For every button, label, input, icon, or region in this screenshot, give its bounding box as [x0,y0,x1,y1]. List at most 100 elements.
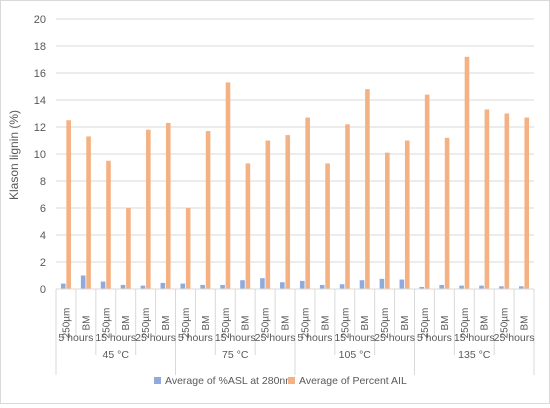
bar-asl [399,279,405,289]
bar-ail [365,89,370,289]
y-tick-label: 20 [34,14,46,26]
bar-ail [305,117,310,289]
legend-label-ail: Average of Percent AIL [299,375,407,387]
x-tick-treatment-label: 250µm [420,308,431,339]
bar-asl [479,285,484,289]
bar-asl [339,284,345,289]
y-tick-label: 16 [34,68,46,80]
x-tick-treatment-label: 250µm [61,308,72,339]
bar-asl [499,286,504,289]
y-tick-label: 0 [40,284,46,296]
bar-asl [80,275,86,289]
bar-asl [459,285,464,289]
x-tick-time-label: 25 hours [494,332,535,344]
gridlines [56,18,534,290]
bar-ail [185,208,191,289]
bar-ail [325,163,330,289]
x-tick-treatment-label: BM [400,316,411,331]
x-tick-temperature-label: 105 °C [339,349,372,361]
x-tick-time-label: 25 hours [255,332,296,344]
bar-asl [379,278,385,289]
bar-asl [160,282,166,289]
bar-ail [106,160,111,289]
bar-ail [504,113,510,289]
x-tick-treatment-label: 250µm [141,308,152,339]
bar-asl [180,283,186,289]
x-tick-time-label: 5 hours [297,332,332,344]
bar-ail [285,135,291,289]
x-tick-treatment-label: 250µm [300,308,311,339]
bar-ail [165,122,171,289]
x-tick-treatment-label: BM [241,316,252,331]
y-tick-label: 4 [40,230,46,242]
bar-ail [524,117,530,289]
x-tick-time-label: 15 hours [95,332,136,344]
legend-label-asl: Average of %ASL at 280nm [165,375,294,387]
bar-asl [140,285,146,289]
bar-ail [126,208,131,289]
bar-asl [439,284,444,289]
y-tick-label: 14 [34,95,46,107]
x-tick-time-label: 25 hours [135,332,176,344]
y-tick-label: 8 [40,176,46,188]
x-tick-treatment-label: BM [281,316,292,331]
x-tick-treatment-label: BM [520,316,531,331]
bar-asl [200,284,205,289]
bar-asl [319,284,325,289]
x-tick-treatment-label: BM [201,316,212,331]
bar-asl [100,281,106,289]
bar-ail [86,136,91,289]
x-tick-treatment-label: BM [480,316,491,331]
x-tick-treatment-label: 250µm [380,308,391,339]
y-tick-label: 12 [34,122,46,134]
bar-asl [120,284,126,289]
bar-ail [66,120,71,289]
x-tick-time-label: 5 hours [417,332,452,344]
x-tick-treatment-label: BM [320,316,331,331]
y-tick-label: 10 [34,149,46,161]
bar-ail [424,94,430,289]
x-tick-time-label: 15 hours [334,332,375,344]
x-tick-treatment-label: 250µm [181,308,192,339]
x-tick-treatment-label: BM [81,316,92,331]
bar-ail [404,140,410,289]
bar-ail [345,124,350,289]
x-tick-treatment-label: BM [161,316,172,331]
x-tick-temperature-label: 75 °C [222,349,249,361]
bar-asl [220,284,225,289]
y-axis-tick-labels: 0 2 4 6 8 10 12 14 16 18 20 [34,14,46,296]
x-tick-treatment-label: 250µm [500,308,511,339]
bar-ail [265,140,271,289]
x-tick-time-label: 5 hours [58,332,93,344]
x-tick-treatment-label: BM [440,316,451,331]
bar-asl [240,280,245,289]
bar-ail [146,129,151,289]
bar-asl [359,280,365,289]
x-tick-time-label: 15 hours [215,332,256,344]
bar-asl [260,278,265,289]
x-tick-treatment-label: 250µm [221,308,232,339]
bar-ail [464,56,470,289]
x-tick-treatment-label: 250µm [261,308,272,339]
x-tick-treatment-label: BM [360,316,371,331]
x-tick-time-label: 5 hours [178,332,213,344]
bar-asl [519,286,524,289]
bar-asl [280,282,285,289]
y-tick-label: 6 [40,203,46,215]
bar-ail [245,163,251,289]
bars [60,56,530,289]
bar-ail [205,131,211,289]
x-tick-time-label: 15 hours [454,332,495,344]
legend-swatch-ail [288,377,295,384]
x-tick-treatment-label: BM [121,316,132,331]
bar-asl [299,280,305,289]
bar-ail [225,82,231,289]
x-tick-time-label: 25 hours [374,332,415,344]
bar-ail [444,137,450,289]
bar-ail [385,152,390,289]
x-tick-temperature-label: 45 °C [103,349,130,361]
legend-swatch-asl [154,377,161,384]
x-axis-category-table: 250µm BM 250µm BM 250µm BM 250µm BM 250µm BM 250µm… [55,288,535,375]
bar-asl [419,286,425,289]
